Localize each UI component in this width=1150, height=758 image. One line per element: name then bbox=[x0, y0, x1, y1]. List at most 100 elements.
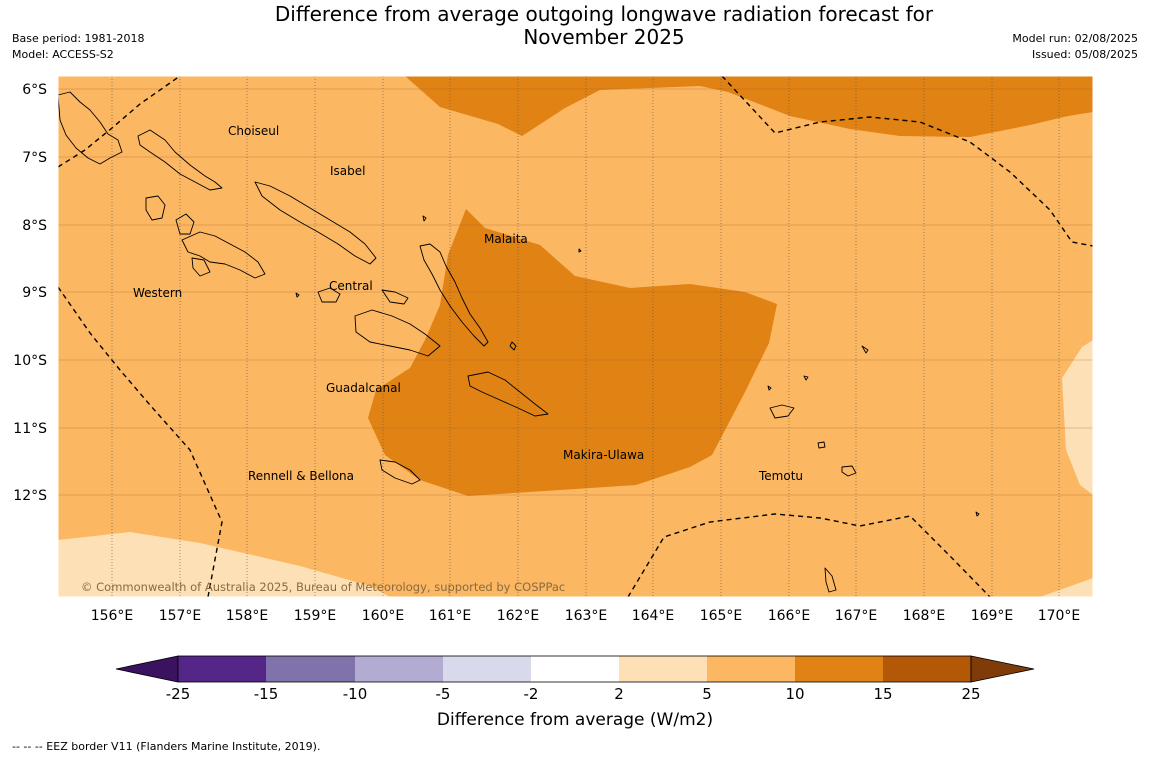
lat-tick-labels: 6°S 7°S 8°S 9°S 10°S 11°S 12°S bbox=[13, 82, 47, 504]
model-info: Base period: 1981-2018 Model: ACCESS-S2 bbox=[12, 31, 144, 63]
island-makira bbox=[467, 371, 549, 417]
colorbar-tick-10: 10 bbox=[785, 685, 804, 703]
region-labels: Choiseul Isabel Malaita Western Central … bbox=[133, 124, 803, 483]
label-isabel: Isabel bbox=[330, 164, 365, 178]
lon-label-169e: 169°E bbox=[971, 608, 1014, 624]
colorbar-tick-neg15: -15 bbox=[254, 685, 279, 703]
lon-label-156e: 156°E bbox=[91, 608, 134, 624]
map-frame bbox=[57, 75, 1094, 598]
island-malaita bbox=[419, 243, 489, 347]
model-run: Model run: 02/08/2025 bbox=[1012, 32, 1138, 45]
eez-border-north-east bbox=[721, 76, 1093, 247]
island-small-ontong bbox=[767, 385, 772, 391]
lon-label-166e: 166°E bbox=[768, 608, 811, 624]
island-guadalcanal bbox=[354, 309, 441, 357]
lon-label-165e: 165°E bbox=[700, 608, 743, 624]
lon-label-164e: 164°E bbox=[632, 608, 675, 624]
island-rendova bbox=[191, 257, 211, 277]
field-2-5-southwest bbox=[58, 532, 390, 597]
lon-label-159e: 159°E bbox=[294, 608, 337, 624]
island-sikaiana bbox=[578, 248, 582, 253]
label-central: Central bbox=[329, 279, 373, 293]
island-santa-isabel bbox=[254, 181, 377, 265]
colorbar-segment-3 bbox=[355, 656, 443, 682]
island-kolombangara bbox=[175, 213, 195, 235]
island-duff bbox=[803, 375, 809, 381]
island-new-georgia bbox=[181, 231, 266, 279]
field-2-5-east bbox=[1062, 340, 1093, 495]
title-line-2: November 2025 bbox=[523, 25, 685, 49]
island-santa-cruz bbox=[769, 404, 795, 419]
label-choiseul: Choiseul bbox=[228, 124, 279, 138]
island-rennell bbox=[379, 459, 421, 485]
lon-label-157e: 157°E bbox=[159, 608, 202, 624]
colorbar-tick-25: 25 bbox=[961, 685, 980, 703]
lat-lines bbox=[58, 88, 1093, 496]
eez-border-west bbox=[58, 286, 223, 597]
island-tikopia bbox=[975, 511, 980, 517]
colorbar: -25 -15 -10 -5 -2 2 5 10 15 25 bbox=[115, 655, 1035, 703]
lat-label-10s: 10°S bbox=[13, 353, 47, 369]
label-western: Western bbox=[133, 286, 182, 300]
lon-label-168e: 168°E bbox=[903, 608, 946, 624]
island-utupua bbox=[817, 441, 826, 449]
colorbar-extend-low bbox=[115, 655, 179, 683]
eez-footnote: -- -- -- EEZ border V11 (Flanders Marine… bbox=[12, 740, 321, 753]
model-name: Model: ACCESS-S2 bbox=[12, 48, 114, 61]
colorbar-segment-6 bbox=[619, 656, 707, 682]
label-malaita: Malaita bbox=[484, 232, 528, 246]
colorbar-tick-neg25: -25 bbox=[166, 685, 191, 703]
colorbar-extend-high bbox=[970, 655, 1035, 683]
lat-label-8s: 8°S bbox=[22, 218, 47, 234]
island-reef-islands bbox=[861, 345, 869, 354]
island-anuta bbox=[824, 567, 837, 593]
lon-tick-labels: 156°E 157°E 158°E 159°E 160°E 161°E 162°… bbox=[91, 608, 1081, 624]
colorbar-segment-2 bbox=[266, 656, 355, 682]
colorbar-segment-1 bbox=[178, 656, 266, 682]
lon-label-160e: 160°E bbox=[362, 608, 405, 624]
colorbar-tick-15: 15 bbox=[873, 685, 892, 703]
lat-label-12s: 12°S bbox=[13, 488, 47, 504]
island-choiseul bbox=[137, 129, 223, 191]
colorbar-tick-5: 5 bbox=[702, 685, 712, 703]
lat-label-11s: 11°S bbox=[13, 421, 47, 437]
island-ulawa bbox=[509, 341, 517, 351]
island-russell bbox=[381, 289, 409, 305]
colorbar-segment-8 bbox=[795, 656, 883, 682]
colorbar-tick-neg10: -10 bbox=[343, 685, 368, 703]
eez-border-south-east bbox=[627, 513, 991, 597]
lon-label-163e: 163°E bbox=[565, 608, 608, 624]
lon-label-161e: 161°E bbox=[429, 608, 472, 624]
eez-border-northwest bbox=[58, 76, 181, 168]
lon-label-170e: 170°E bbox=[1038, 608, 1081, 624]
colorbar-tick-neg5: -5 bbox=[436, 685, 451, 703]
label-rennell-bellona: Rennell & Bellona bbox=[248, 469, 354, 483]
anomaly-fields bbox=[58, 76, 1093, 597]
field-10-15-central bbox=[368, 209, 777, 496]
run-info: Model run: 02/08/2025 Issued: 05/08/2025 bbox=[1012, 31, 1138, 63]
base-period: Base period: 1981-2018 bbox=[12, 32, 145, 45]
colorbar-segment-5 bbox=[531, 656, 619, 682]
island-bougainville bbox=[57, 91, 123, 165]
lon-label-167e: 167°E bbox=[835, 608, 878, 624]
colorbar-segment-4 bbox=[443, 656, 531, 682]
lat-label-9s: 9°S bbox=[22, 285, 47, 301]
colorbar-tick-2: 2 bbox=[614, 685, 624, 703]
colorbar-tick-neg2: -2 bbox=[524, 685, 539, 703]
island-vanikoro bbox=[841, 465, 857, 477]
lat-label-6s: 6°S bbox=[22, 82, 47, 98]
label-guadalcanal: Guadalcanal bbox=[326, 381, 401, 395]
label-makira-ulawa: Makira-Ulawa bbox=[563, 448, 644, 462]
field-2-5-southeast bbox=[1040, 578, 1093, 597]
colorbar-outline bbox=[177, 655, 972, 683]
title-line-1: Difference from average outgoing longwav… bbox=[274, 2, 934, 26]
island-small-north bbox=[422, 215, 427, 222]
island-vella-lavella bbox=[145, 195, 166, 221]
map-title: Difference from average outgoing longwav… bbox=[250, 3, 958, 49]
island-florida bbox=[317, 287, 341, 303]
label-temotu: Temotu bbox=[758, 469, 803, 483]
lon-label-158e: 158°E bbox=[226, 608, 269, 624]
colorbar-segment-9 bbox=[883, 656, 971, 682]
eez-borders bbox=[58, 76, 1093, 597]
coastlines bbox=[57, 91, 980, 593]
